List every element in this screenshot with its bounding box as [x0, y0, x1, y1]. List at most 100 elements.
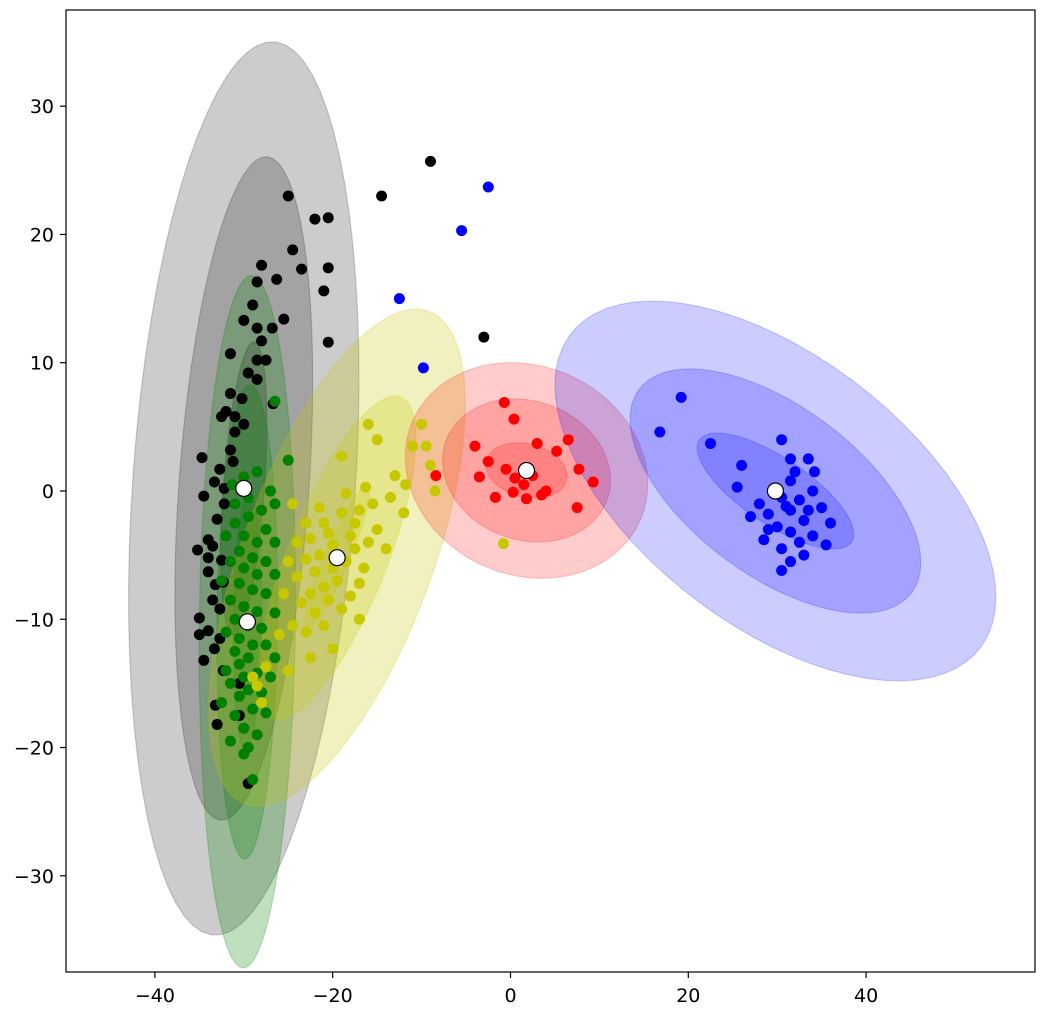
cluster-1-point — [229, 426, 241, 438]
cluster-3-point — [247, 671, 259, 683]
x-tick-label: 20 — [676, 985, 700, 1007]
cluster-3-point — [313, 502, 325, 514]
cluster-1-point — [251, 373, 263, 385]
cluster-3-point — [360, 481, 372, 493]
cluster-3-point — [344, 530, 356, 542]
cluster-2-point — [260, 707, 272, 719]
cluster-3-point — [380, 543, 392, 555]
cluster-3-point — [336, 507, 348, 519]
cluster-5-point — [780, 500, 792, 512]
cluster-2-point — [220, 665, 232, 677]
cluster-4-point — [571, 502, 583, 514]
cluster-5-point — [798, 515, 810, 526]
cluster-5-point — [825, 517, 837, 529]
cluster-2-point — [216, 575, 228, 587]
cluster-1-point — [192, 544, 204, 556]
cluster-2-point — [260, 523, 272, 535]
y-tick-label: −30 — [14, 866, 54, 888]
cluster-4-point — [518, 479, 530, 491]
cluster-4-point — [482, 456, 494, 467]
cluster-2-point — [229, 613, 241, 625]
cluster-2-point — [251, 606, 263, 618]
cluster-3-point — [304, 652, 316, 664]
cluster-2-point — [233, 658, 245, 670]
cluster-5-point — [785, 453, 797, 465]
cluster-1-point — [198, 654, 210, 666]
y-tick-label: −20 — [14, 738, 54, 760]
cluster-2-point — [269, 536, 281, 548]
cluster-1-point — [478, 331, 490, 343]
cluster-5-point — [785, 526, 797, 538]
cluster-2-point — [233, 633, 245, 645]
cluster-5-point — [482, 181, 494, 193]
cluster-3-point — [344, 590, 356, 602]
cluster-1-point — [238, 314, 250, 326]
cluster-5-point — [731, 481, 743, 493]
cluster-1-point — [202, 566, 214, 578]
cluster-3-point — [353, 577, 365, 589]
cluster-2-point — [238, 722, 250, 734]
cluster-5-point — [793, 494, 805, 506]
cluster-2-point — [264, 671, 276, 683]
cluster-2-point — [256, 622, 268, 634]
cluster-3-point — [327, 539, 339, 551]
cluster-1-point — [193, 629, 205, 641]
cluster-3-point — [400, 479, 412, 491]
cluster-1-point — [260, 354, 272, 366]
cluster-1-point — [251, 276, 263, 288]
cluster-1-point — [322, 336, 334, 348]
cluster-5-point — [789, 466, 801, 478]
cluster-1-point — [322, 262, 334, 274]
cluster-1-point — [424, 155, 436, 167]
cluster-3-point — [429, 485, 441, 497]
cluster-1-point — [318, 285, 330, 297]
cluster-1-point — [282, 190, 294, 202]
cluster-2-point — [224, 735, 236, 747]
cluster-3-point — [282, 665, 294, 677]
cluster-2-point — [229, 709, 241, 721]
cluster-1-point — [242, 367, 254, 379]
cluster-2-point — [269, 652, 281, 664]
cluster-2-point — [247, 552, 259, 564]
cluster-1-point — [376, 190, 388, 202]
cluster-2-point — [224, 556, 236, 568]
cluster-5-point — [456, 225, 468, 237]
cluster-2-point — [247, 639, 259, 651]
cluster-3-center-marker — [328, 549, 346, 567]
cluster-3-point — [497, 538, 509, 550]
cluster-2-point — [229, 517, 241, 529]
cluster-1-point — [198, 490, 210, 502]
x-tick-label: −40 — [135, 985, 175, 1007]
cluster-4-point — [507, 486, 519, 498]
y-tick-label: 10 — [30, 353, 54, 375]
cluster-3-point — [349, 517, 361, 529]
cluster-1-point — [271, 273, 283, 285]
cluster-5-point — [736, 459, 748, 471]
cluster-1-point — [287, 244, 299, 256]
cluster-5-point — [776, 565, 788, 577]
cluster-3-point — [318, 581, 330, 593]
cluster-3-point — [291, 536, 303, 548]
cluster-2-point — [269, 498, 281, 510]
cluster-1-point — [202, 625, 214, 637]
cluster-2-point — [242, 511, 254, 523]
cluster-3-point — [309, 607, 321, 619]
cluster-4-point — [587, 476, 599, 488]
cluster-1-center-marker — [235, 479, 253, 498]
cluster-1-point — [238, 418, 250, 430]
y-tick-label: −10 — [14, 609, 54, 631]
cluster-3-point — [362, 418, 374, 430]
cluster-3-point — [349, 543, 361, 555]
cluster-2-point — [238, 562, 250, 574]
cluster-3-point — [278, 588, 290, 600]
cluster-5-point — [771, 521, 783, 533]
cluster-5-point — [776, 543, 788, 555]
ellipses-layer — [128, 41, 997, 969]
cluster-5-point — [753, 498, 765, 510]
cluster-2-point — [220, 530, 232, 542]
cluster-3-point — [296, 597, 308, 609]
cluster-3-point — [362, 536, 374, 548]
cluster-5-point — [762, 508, 774, 520]
axis-layer: −40 −20 0 20 40 −30 −20 −10 0 10 20 30 — [14, 96, 878, 1007]
cluster-2-point — [242, 652, 254, 664]
